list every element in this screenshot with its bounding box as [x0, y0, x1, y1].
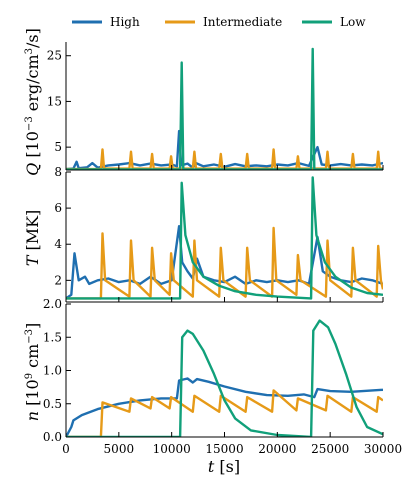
y-tick-label: 0.5	[43, 397, 62, 411]
x-tick-label: 10000	[153, 442, 191, 456]
temperature-axis-label: T [MK]	[23, 210, 42, 267]
temperature-panel: 2 4 6 8	[54, 165, 384, 303]
legend-label-high: High	[110, 15, 140, 29]
series-line-low	[66, 176, 383, 300]
y-tick-label: 2.0	[43, 297, 62, 311]
y-tick-label: 6	[54, 201, 62, 215]
y-tick-label: 0.0	[43, 430, 62, 444]
y-tick-label: 25	[47, 49, 62, 63]
heating-rate-axis-label: Q [10−3 erg/cm3/s]	[23, 28, 42, 176]
y-tick-label: 4	[54, 237, 62, 251]
x-tick-label: 30000	[364, 442, 402, 456]
series-line-high	[66, 129, 383, 170]
series-line-high	[66, 225, 383, 300]
y-tick-label: 1.0	[43, 364, 62, 378]
legend-label-intermediate: Intermediate	[203, 15, 282, 29]
heating-rate-panel: 5 15 25	[47, 42, 384, 171]
legend: High Intermediate Low	[72, 15, 366, 29]
series-line-low	[66, 319, 383, 437]
y-tick-label: 15	[47, 94, 62, 108]
x-tick-label: 20000	[258, 442, 296, 456]
x-tick-label: 5000	[104, 442, 135, 456]
density-axis-label: n [109 cm−3]	[23, 323, 42, 422]
y-tick-label: 2	[54, 273, 62, 287]
y-tick-label: 8	[54, 165, 62, 179]
y-tick-label: 5	[54, 140, 62, 154]
y-tick-label: 1.5	[43, 330, 62, 344]
series-line-intermediate	[66, 389, 383, 437]
legend-label-low: Low	[340, 15, 366, 29]
x-tick-label: 0	[62, 442, 70, 456]
series-line-low	[66, 47, 383, 170]
time-axis-label: t [s]	[208, 457, 240, 476]
x-tick-label: 15000	[205, 442, 243, 456]
series-line-intermediate	[66, 226, 383, 300]
x-tick-label: 25000	[311, 442, 349, 456]
series-line-high	[66, 377, 383, 437]
density-panel: 0.0 0.5 1.0 1.5 2.0 0 5000 10000 15000 20000 25000…	[43, 297, 402, 456]
